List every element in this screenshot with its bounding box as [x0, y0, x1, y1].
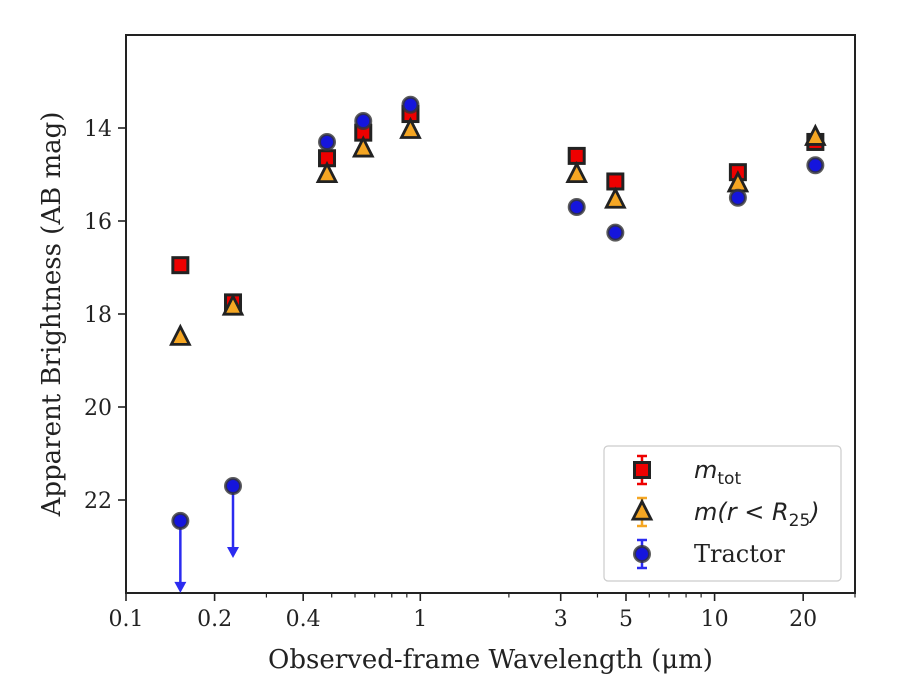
tractor-point — [606, 223, 625, 242]
tractor-point — [171, 511, 190, 530]
m_r25-point — [399, 116, 422, 139]
m_r25-point — [351, 135, 375, 158]
tractor-point — [318, 132, 337, 151]
m_r25-point — [315, 160, 339, 184]
y-axis-ticks: 14 16 18 20 22 — [84, 117, 126, 514]
y-tick-label: 16 — [84, 210, 112, 235]
tractor-point — [354, 112, 373, 131]
x-tick-label: 0.1 — [109, 607, 144, 632]
x-tick-label: 20 — [789, 607, 817, 632]
x-axis-label: Observed-frame Wavelength (μm) — [268, 645, 713, 675]
tractor-point — [401, 95, 420, 114]
data-marks — [169, 95, 827, 593]
y-axis-label: Apparent Brightness (AB mag) — [37, 112, 67, 518]
y-tick-label: 20 — [84, 396, 112, 421]
legend-label: m(r < R25) — [694, 498, 820, 531]
y-tick-label: 22 — [84, 489, 112, 514]
tractor-point — [728, 188, 747, 207]
y-tick-label: 18 — [84, 303, 112, 328]
upper-limit-arrow-head — [174, 581, 187, 593]
legend: mtot m(r < R25) Tractor — [603, 445, 842, 582]
legend-marker — [630, 498, 654, 521]
upper-limit-arrow-head — [227, 547, 240, 559]
x-axis-ticks: 0.1 0.2 0.4 1 3 5 10 20 — [109, 593, 856, 632]
x-tick-label: 3 — [554, 607, 568, 632]
y-tick-label: 14 — [84, 117, 112, 142]
legend-marker — [633, 461, 651, 479]
m_r25-point — [604, 186, 627, 209]
m_tot-point — [171, 256, 190, 275]
m_r25-point — [221, 293, 245, 316]
legend-label: mtot — [694, 456, 741, 489]
legend-label: Tractor — [694, 540, 785, 568]
tractor-point — [224, 477, 243, 496]
legend-marker — [633, 545, 651, 563]
x-tick-label: 0.2 — [197, 607, 232, 632]
m_r25-point — [169, 323, 192, 346]
legend-box — [603, 445, 842, 582]
x-tick-label: 1 — [413, 607, 427, 632]
tractor-point — [567, 198, 586, 217]
x-tick-label: 5 — [619, 607, 633, 632]
tractor-point — [806, 156, 825, 175]
m_r25-point — [804, 123, 827, 146]
x-tick-label: 10 — [701, 607, 729, 632]
m_r25-point — [565, 160, 588, 184]
x-tick-label: 0.4 — [286, 607, 321, 632]
